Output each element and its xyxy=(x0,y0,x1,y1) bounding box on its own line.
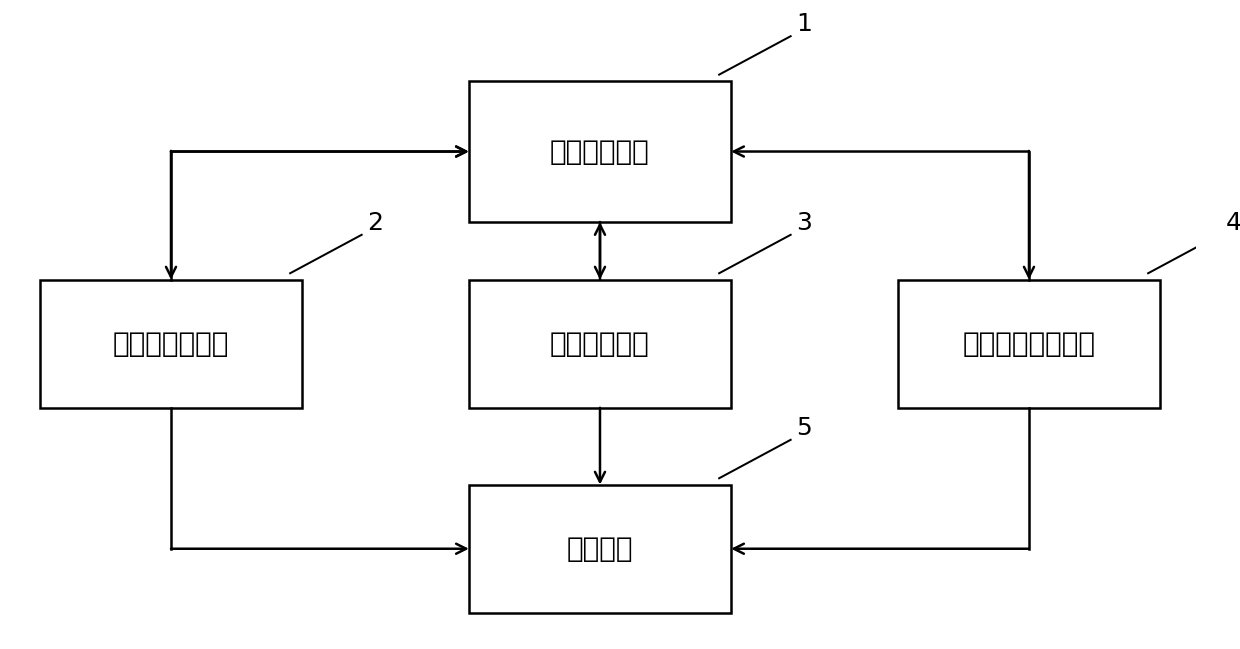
Text: 2: 2 xyxy=(367,211,383,235)
Bar xyxy=(469,280,732,408)
Bar xyxy=(469,81,732,222)
Text: 3: 3 xyxy=(796,211,812,235)
Text: 5: 5 xyxy=(796,416,812,440)
Text: 4: 4 xyxy=(1225,211,1240,235)
Text: 惯性测量单元: 惯性测量单元 xyxy=(551,330,650,358)
Text: 运算单元: 运算单元 xyxy=(567,535,634,563)
Text: 卫星导航定位系统: 卫星导航定位系统 xyxy=(962,330,1095,358)
Bar xyxy=(469,485,732,613)
Text: 数据同步单元: 数据同步单元 xyxy=(551,138,650,165)
Text: 1: 1 xyxy=(796,12,812,36)
Bar xyxy=(40,280,303,408)
Text: 激光雷达传感器: 激光雷达传感器 xyxy=(113,330,229,358)
Bar xyxy=(898,280,1161,408)
